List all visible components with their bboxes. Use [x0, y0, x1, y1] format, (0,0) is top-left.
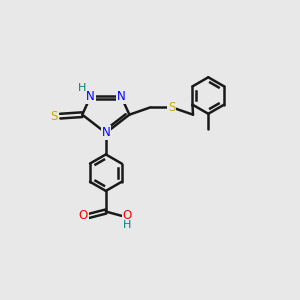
Text: O: O	[79, 209, 88, 223]
Text: H: H	[123, 220, 131, 230]
Text: O: O	[123, 209, 132, 222]
Text: N: N	[117, 90, 125, 103]
Text: S: S	[168, 101, 176, 114]
Text: H: H	[77, 82, 86, 93]
Text: S: S	[51, 110, 58, 123]
Text: N: N	[86, 90, 95, 103]
Text: N: N	[101, 126, 110, 140]
